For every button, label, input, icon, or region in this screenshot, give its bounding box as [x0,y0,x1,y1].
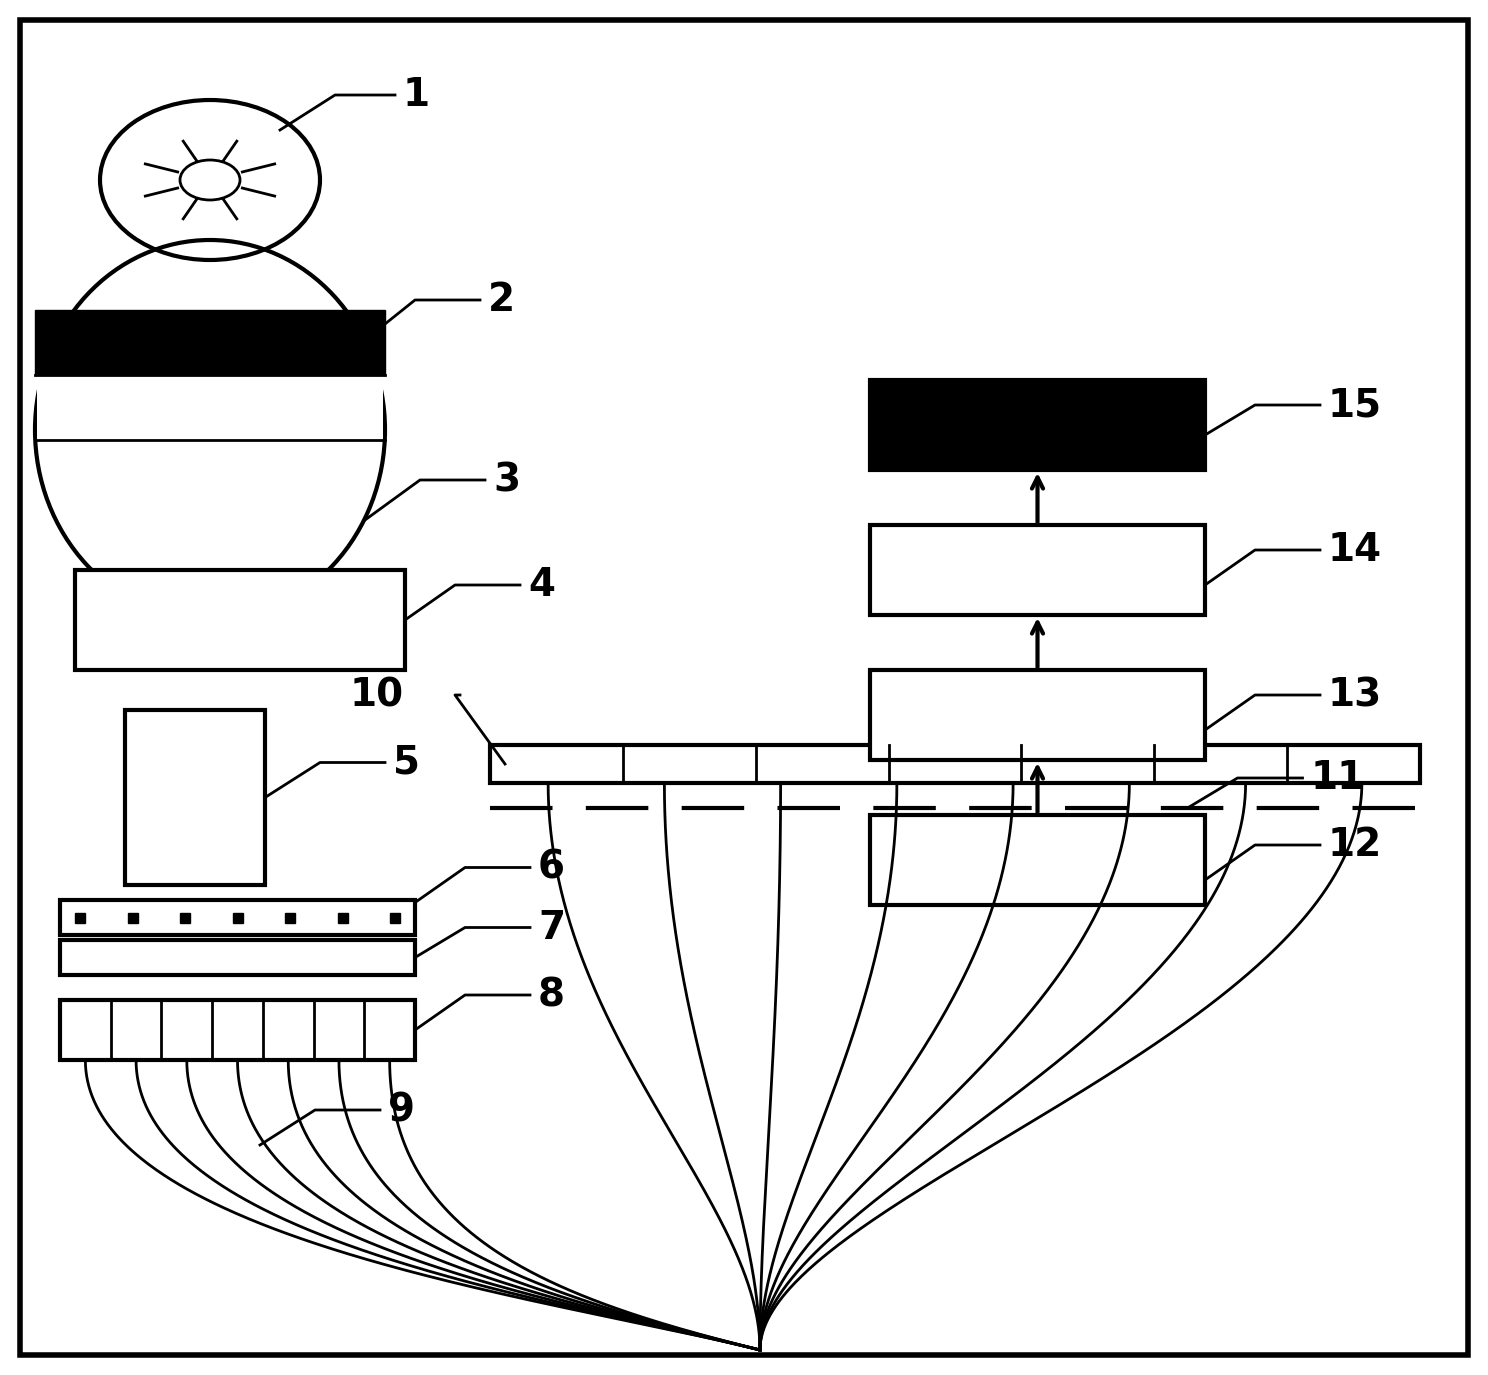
Bar [125,710,265,886]
Text: 10: 10 [350,676,405,714]
Bar [37,375,382,440]
Text: 4: 4 [528,566,555,604]
Bar [60,1000,415,1060]
Text: 12: 12 [1327,826,1382,864]
Text: 8: 8 [539,976,565,1013]
Text: 1: 1 [403,76,430,114]
Bar [870,815,1205,905]
Text: 9: 9 [388,1090,415,1129]
Bar [870,670,1205,760]
Bar [60,901,415,935]
Text: 14: 14 [1327,531,1382,569]
Text: 5: 5 [393,744,420,781]
Bar [36,309,385,375]
Bar [74,571,405,670]
Text: 15: 15 [1327,386,1382,424]
Text: 13: 13 [1327,676,1382,714]
Bar [490,745,1420,782]
Bar [870,380,1205,470]
Bar [870,525,1205,615]
Text: 3: 3 [493,461,521,499]
Bar [60,941,415,975]
Text: 6: 6 [539,848,565,887]
Text: 2: 2 [488,280,515,319]
Text: 11: 11 [1311,759,1364,798]
Text: 7: 7 [539,909,565,946]
